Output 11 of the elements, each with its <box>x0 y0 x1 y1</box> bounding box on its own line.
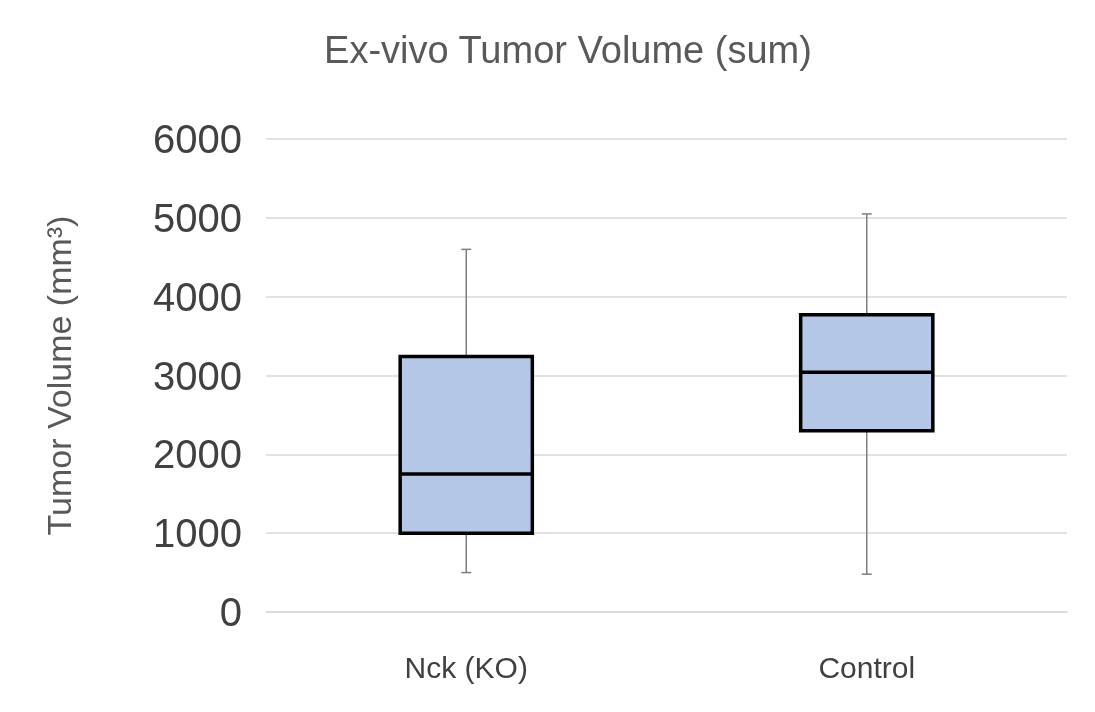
x-tick-label: Nck (KO) <box>404 650 528 684</box>
y-tick-label: 0 <box>219 590 242 634</box>
y-tick-label: 3000 <box>153 353 242 398</box>
y-tick-label: 1000 <box>153 511 242 556</box>
x-tick-label: Control <box>818 650 916 684</box>
chart-title: Ex-vivo Tumor Volume (sum) <box>324 29 812 71</box>
y-tick-label: 5000 <box>153 195 242 240</box>
y-tick-label: 6000 <box>153 117 242 161</box>
y-axis-title: Tumor Volume (mm³) <box>40 215 78 536</box>
y-tick-label: 4000 <box>153 274 242 319</box>
y-tick-label: 2000 <box>153 432 242 477</box>
